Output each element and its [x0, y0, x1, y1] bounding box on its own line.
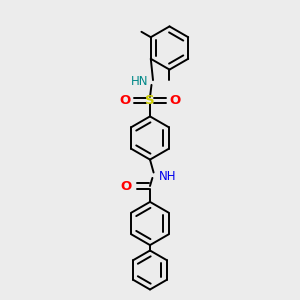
Text: O: O	[119, 94, 130, 107]
Text: O: O	[121, 179, 132, 193]
Text: O: O	[169, 94, 181, 107]
Text: NH: NH	[159, 170, 176, 183]
Text: HN: HN	[131, 75, 148, 88]
Text: S: S	[145, 94, 155, 107]
